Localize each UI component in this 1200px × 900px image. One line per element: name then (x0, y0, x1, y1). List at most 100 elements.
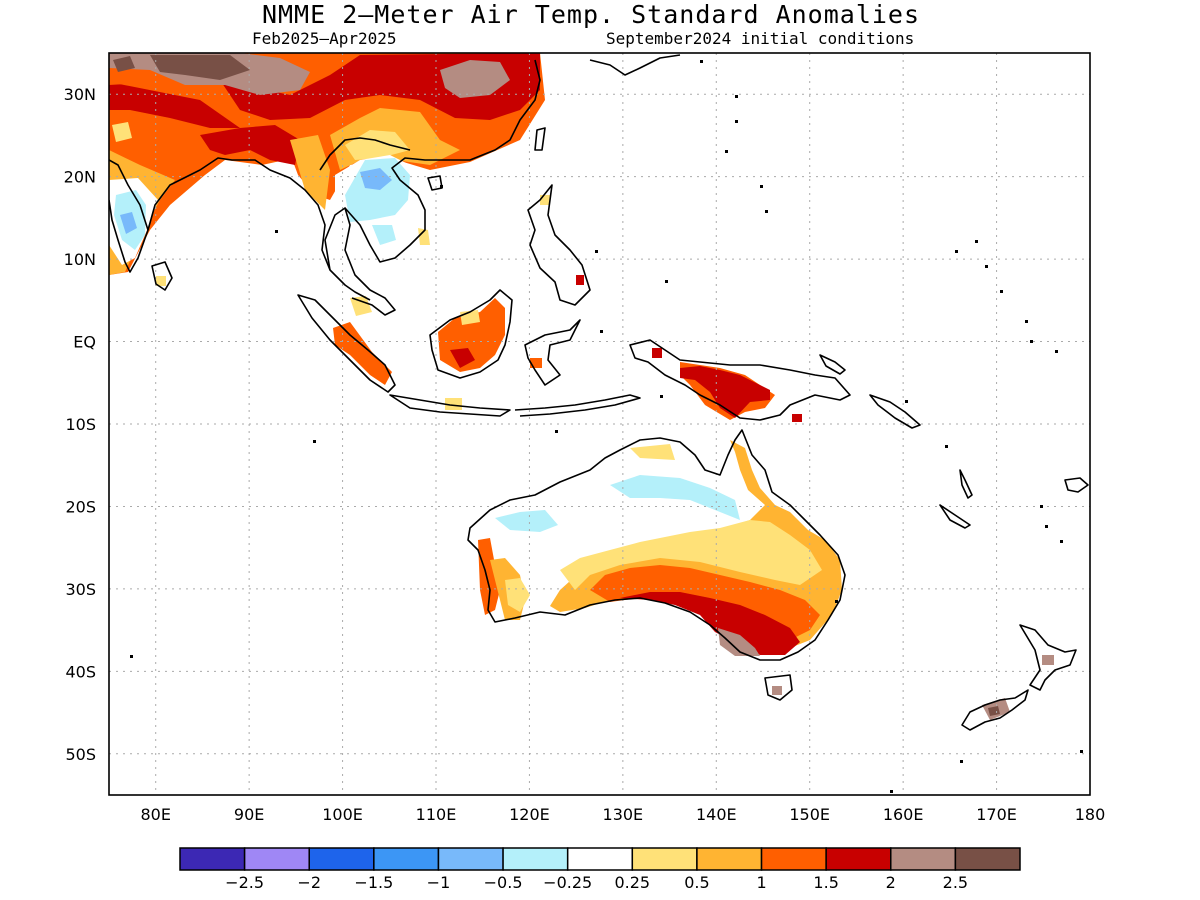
coast-sulawesi (524, 319, 581, 386)
legend-label: −2 (297, 873, 321, 892)
coast-malay-peninsula (324, 207, 396, 316)
coast-nz-south (961, 689, 1029, 731)
island-dot (835, 600, 838, 603)
lon-label: 160E (883, 805, 924, 824)
island-dot (960, 760, 963, 763)
legend-color-box (760, 847, 827, 871)
legend-color-box (890, 847, 957, 871)
island-dot (760, 185, 763, 188)
longitude-labels: 80E 90E 100E 110E 120E 130E 140E 150E 16… (140, 805, 1105, 824)
lon-label: 140E (696, 805, 737, 824)
kimberley-yellow (630, 444, 675, 460)
island-dot (945, 445, 948, 448)
legend-label: 1.5 (813, 873, 838, 892)
lon-label: 120E (509, 805, 550, 824)
legend-color-box (243, 847, 310, 871)
australia-red (620, 592, 800, 655)
island-dot (1060, 540, 1063, 543)
coast-fiji (1064, 477, 1089, 493)
map-title: NMME 2—Meter Air Temp. Standard Anomalie… (261, 0, 921, 29)
island-dot (1040, 505, 1043, 508)
lat-label: 10S (65, 415, 96, 434)
coast-sumatra (297, 294, 396, 393)
coast-solomons (869, 394, 921, 429)
island-dot (700, 60, 703, 63)
coast-bismarck (819, 354, 846, 375)
island-dot (555, 430, 558, 433)
coast-bay-of-bengal (147, 157, 371, 301)
indochina-cool-south (372, 225, 396, 245)
sw-australia-warm (478, 538, 500, 615)
vietnam-yellow (418, 228, 430, 245)
coastlines (109, 54, 1089, 731)
coast-tasmania (764, 674, 793, 701)
island-dot (890, 790, 893, 793)
lon-label: 90E (234, 805, 264, 824)
himalaya-red (200, 125, 300, 165)
legend-label: −0.25 (543, 873, 592, 892)
island-dot (955, 250, 958, 253)
java-yellow (445, 398, 462, 410)
coast-new-guinea (629, 339, 851, 421)
srilanka (156, 276, 166, 286)
tibet-dark-2 (113, 56, 135, 72)
legend-label: 0.25 (614, 873, 650, 892)
island-dot (313, 440, 316, 443)
island-dot (600, 330, 603, 333)
legend-color-box (373, 847, 440, 871)
map-grid (109, 53, 1090, 795)
anomaly-shading (109, 53, 1054, 720)
lon-label: 180 (1075, 805, 1106, 824)
legend-label: −0.5 (484, 873, 523, 892)
mainland-sea-warm (290, 135, 330, 210)
nz-north-brown (1042, 655, 1054, 665)
island-dot (765, 210, 768, 213)
legend-color-box (437, 847, 504, 871)
lon-label: 100E (322, 805, 363, 824)
coast-japan (589, 54, 681, 76)
coast-taiwan (534, 127, 546, 151)
legend-label: −1.5 (354, 873, 393, 892)
legend-label: −1 (427, 873, 451, 892)
north-china-brown (440, 60, 510, 98)
legend-color-box (179, 847, 246, 871)
coast-china-coast (319, 137, 411, 171)
india-warm-north (109, 82, 248, 128)
papua-red (792, 414, 802, 422)
mindanao-red (576, 275, 584, 285)
island-dot (595, 250, 598, 253)
india-yellow-patch (112, 122, 132, 142)
coast-java (389, 394, 511, 417)
lat-label: 30N (64, 85, 96, 104)
coast-australia (467, 429, 846, 661)
island-dot (975, 240, 978, 243)
legend-color-box (825, 847, 892, 871)
coast-nz-north (1019, 624, 1077, 691)
island-dot (735, 95, 738, 98)
legend-label: 1 (756, 873, 766, 892)
island-dot (1000, 290, 1003, 293)
borneo-red (450, 348, 475, 368)
island-dot (660, 395, 663, 398)
legend-color-box (308, 847, 375, 871)
coast-new-caledonia (939, 504, 971, 529)
lat-label: 30S (65, 580, 96, 599)
newguinea-red (680, 366, 770, 418)
lat-label: 40S (65, 662, 96, 681)
legend-label: 2 (886, 873, 896, 892)
lat-label: 50S (65, 745, 96, 764)
luzon-yellow (540, 195, 550, 205)
lat-label: EQ (73, 333, 96, 352)
nz-south-dark (988, 706, 1000, 716)
coast-lesser-sunda (514, 394, 641, 417)
latitude-labels: 30N 20N 10N EQ 10S 20S 30S 40S 50S (64, 85, 96, 764)
legend-color-box (696, 847, 763, 871)
lat-label: 20N (64, 168, 96, 187)
coast-srilanka (151, 261, 173, 291)
island-dot (725, 150, 728, 153)
map-frame (108, 52, 1091, 796)
lon-label: 110E (416, 805, 457, 824)
coast-philippines (527, 184, 591, 306)
indochina-cool-core (360, 168, 392, 190)
